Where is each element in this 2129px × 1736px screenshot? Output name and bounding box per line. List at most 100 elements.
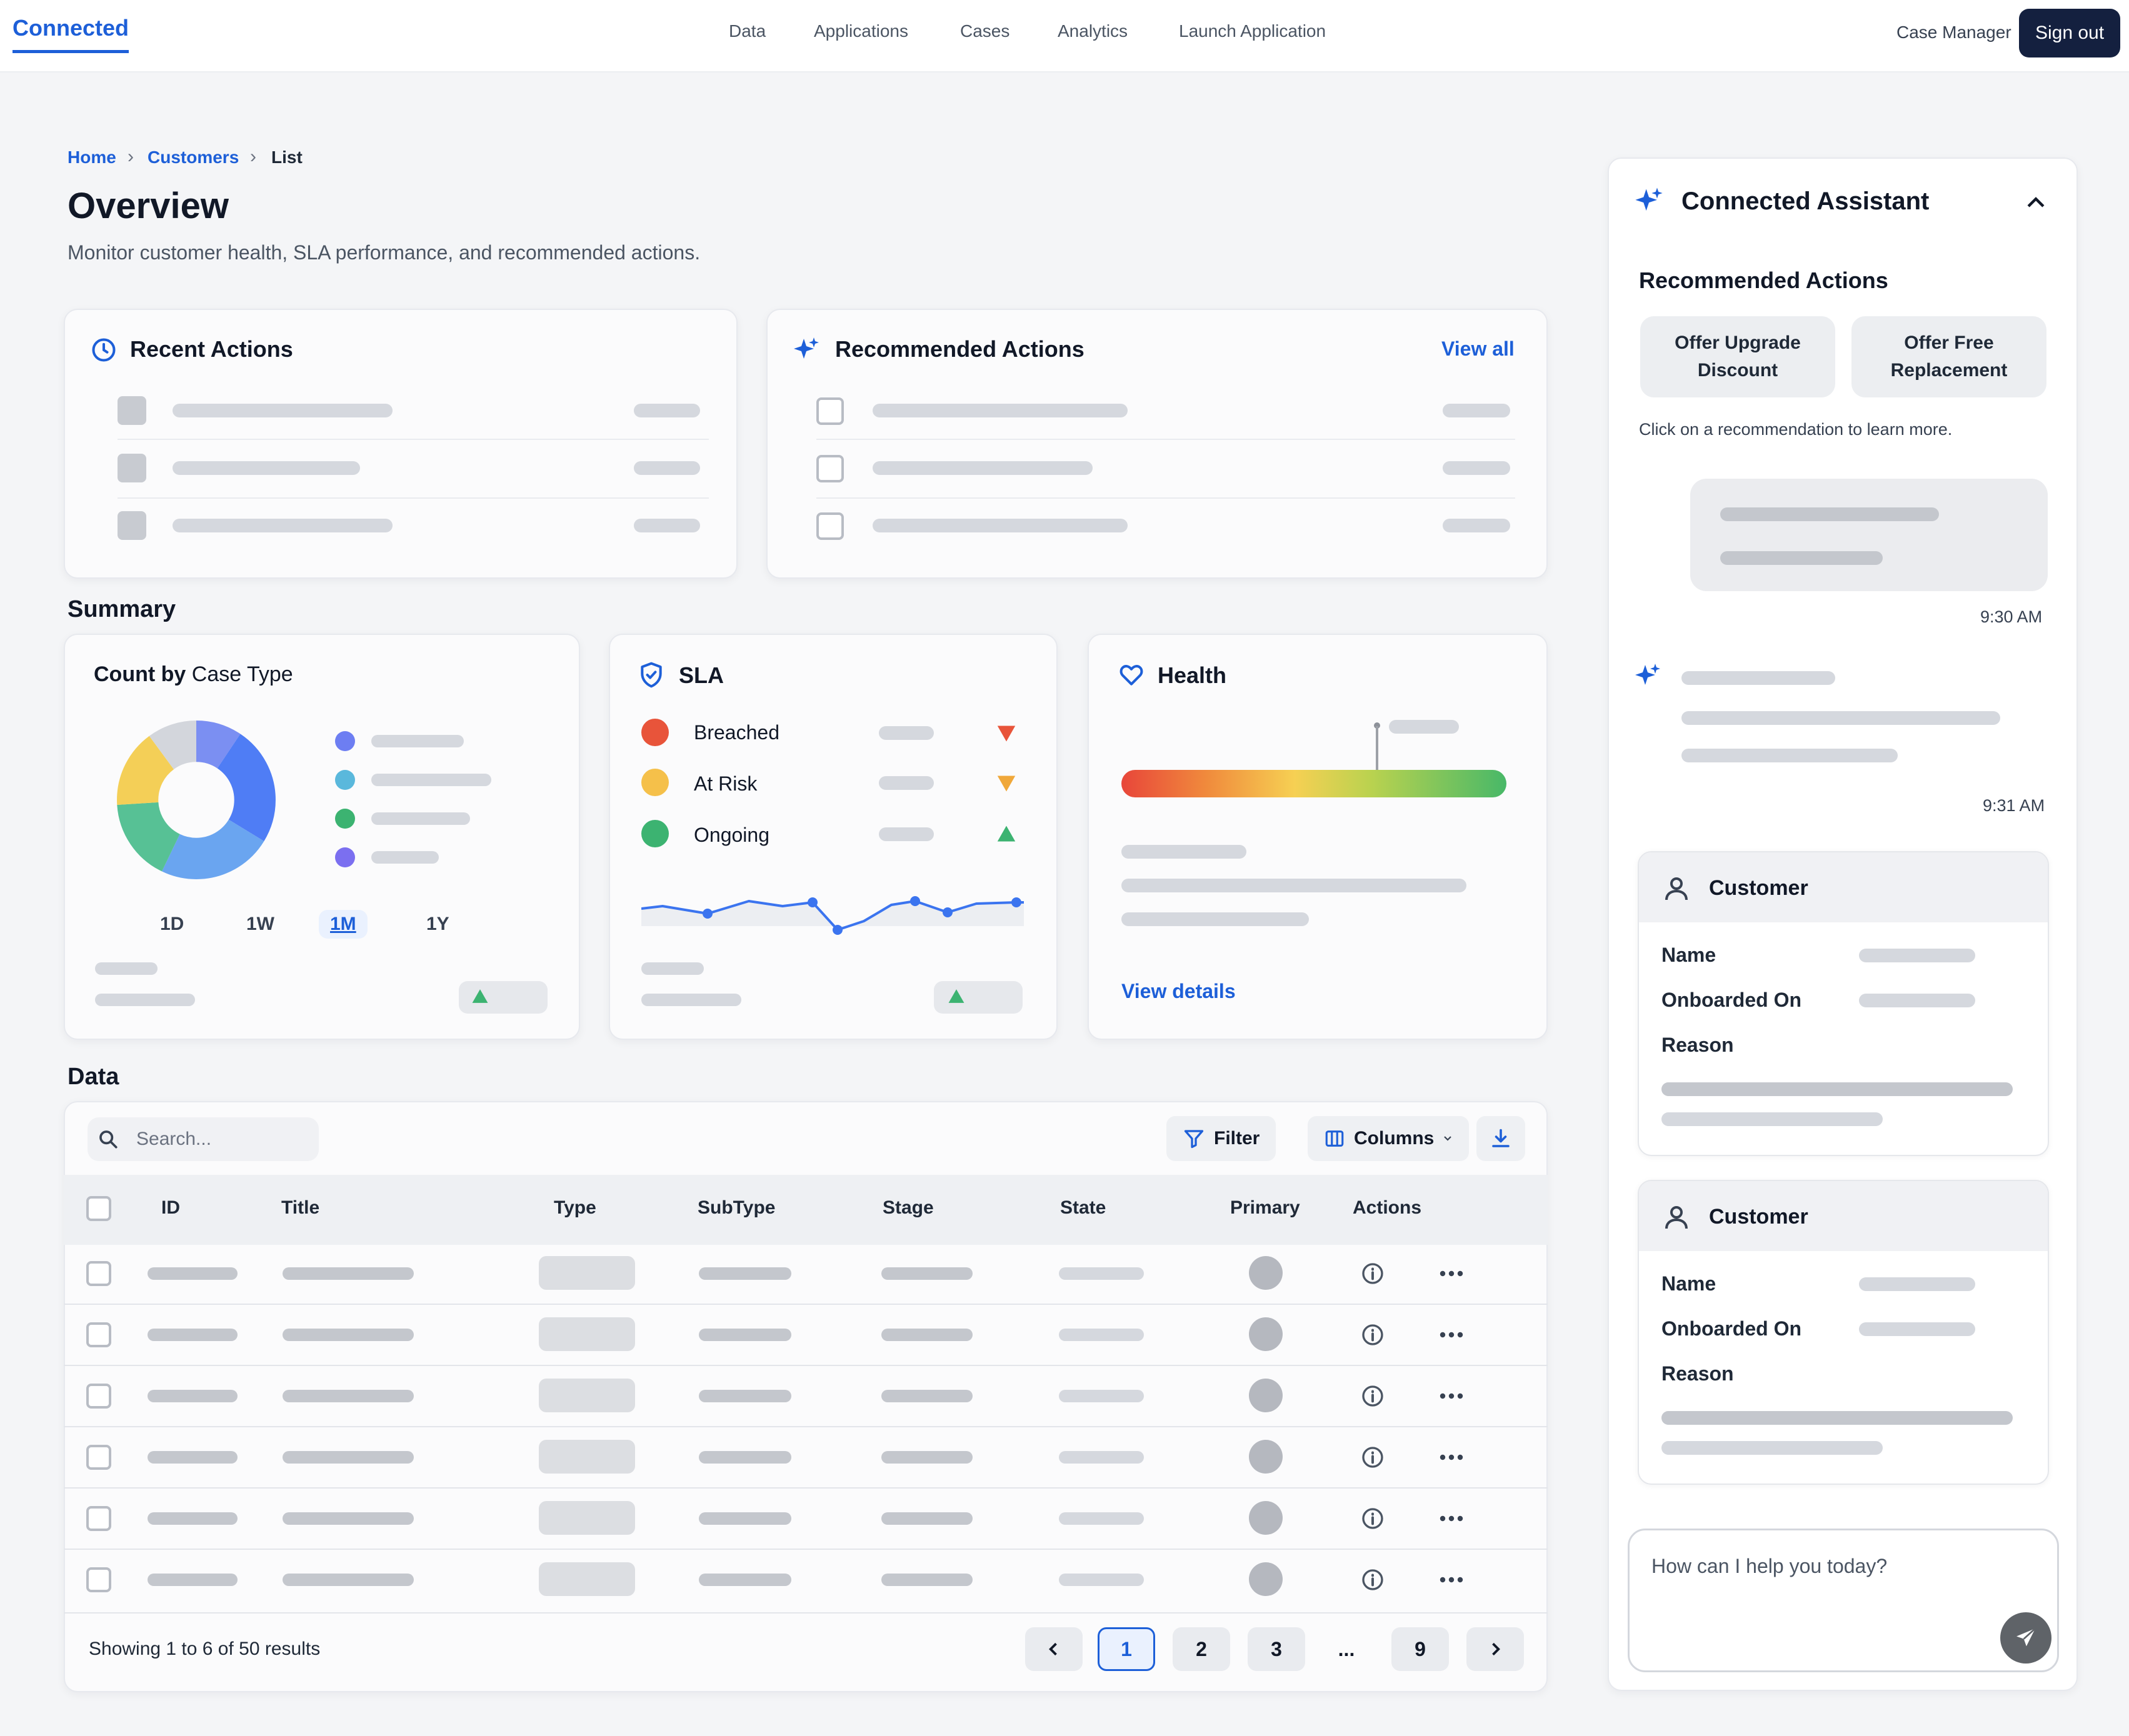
type-pill [539,1562,635,1596]
chevron-right-icon [1492,1642,1500,1656]
sla-at-risk-label: At Risk [694,772,758,795]
row-checkbox[interactable] [86,1506,111,1531]
row-divider [118,439,709,440]
offer-free-replacement-button[interactable]: Offer Free Replacement [1851,316,2046,397]
page-3-button[interactable]: 3 [1248,1627,1305,1671]
table-row[interactable] [64,1490,1548,1550]
row-divider [118,497,709,499]
summary-title: Summary [68,596,176,622]
placeholder-line [1443,519,1510,532]
page-9-button[interactable]: 9 [1391,1627,1449,1671]
range-1m[interactable]: 1M [319,910,368,939]
download-button[interactable] [1476,1116,1525,1161]
next-page-button[interactable] [1466,1627,1524,1671]
sparkle-icon [794,337,819,359]
type-pill [539,1440,635,1474]
filter-button[interactable]: Filter [1166,1116,1276,1161]
nav-data[interactable]: Data [729,21,766,41]
cell-placeholder [881,1267,973,1280]
chevron-up-icon[interactable] [2025,194,2046,212]
more-icon[interactable] [1438,1387,1465,1405]
action-checkbox[interactable] [816,512,844,540]
info-icon[interactable] [1360,1445,1385,1470]
breadcrumb-customers[interactable]: Customers [148,147,239,167]
cell-placeholder [881,1451,973,1464]
message-placeholder [1681,711,2000,725]
range-1d[interactable]: 1D [160,914,184,934]
row-checkbox[interactable] [86,1567,111,1592]
type-pill [539,1501,635,1535]
row-checkbox[interactable] [86,1322,111,1347]
col-type[interactable]: Type [554,1197,596,1218]
cell-placeholder [148,1574,238,1586]
assistant-recommended-title: Recommended Actions [1639,267,1888,293]
customer-card-title: Customer [1709,876,1808,900]
info-icon[interactable] [1360,1322,1385,1347]
nav-launch-application[interactable]: Launch Application [1179,21,1326,41]
col-subtype[interactable]: SubType [698,1197,776,1218]
table-row[interactable] [64,1245,1548,1305]
table-row[interactable] [64,1429,1548,1489]
row-checkbox[interactable] [86,1384,111,1409]
col-state[interactable]: State [1060,1197,1106,1218]
info-icon[interactable] [1360,1261,1385,1286]
sign-out-button[interactable]: Sign out [2019,9,2120,57]
table-row[interactable] [64,1306,1548,1366]
info-icon[interactable] [1360,1567,1385,1592]
page-1-button[interactable]: 1 [1098,1627,1155,1671]
view-details-link[interactable]: View details [1121,980,1236,1002]
message-placeholder [1681,671,1835,685]
results-summary: Showing 1 to 6 of 50 results [89,1639,321,1659]
cell-placeholder [1059,1390,1144,1402]
columns-button[interactable]: Columns [1308,1116,1470,1161]
table-header [64,1175,1548,1245]
col-id[interactable]: ID [161,1197,180,1218]
customer-card-header [1639,852,2048,922]
more-icon[interactable] [1438,1510,1465,1527]
chevron-left-icon [1049,1642,1057,1656]
prev-page-button[interactable] [1025,1627,1083,1671]
more-icon[interactable] [1438,1449,1465,1466]
breadcrumb-current: List [271,147,303,167]
row-checkbox[interactable] [86,1261,111,1286]
col-primary[interactable]: Primary [1230,1197,1300,1218]
table-row[interactable] [64,1367,1548,1427]
col-stage[interactable]: Stage [883,1197,934,1218]
primary-avatar [1249,1501,1283,1535]
trend-down-icon [997,776,1016,792]
more-icon[interactable] [1438,1571,1465,1589]
action-checkbox[interactable] [816,397,844,425]
cell-placeholder [283,1390,414,1402]
customer-reason-value [1661,1112,1883,1126]
breadcrumb-home[interactable]: Home [68,147,116,167]
range-1y[interactable]: 1Y [426,914,449,934]
row-checkbox[interactable] [86,1445,111,1470]
customer-reason-value [1661,1441,1883,1455]
select-all-checkbox[interactable] [86,1196,111,1221]
more-icon[interactable] [1438,1326,1465,1344]
chat-input[interactable] [1628,1529,2059,1672]
nav-applications[interactable]: Applications [814,21,908,41]
send-button[interactable] [2000,1612,2051,1664]
nav-cases[interactable]: Cases [960,21,1010,41]
cell-placeholder [881,1390,973,1402]
customer-card[interactable]: Customer Name Onboarded On Reason [1638,851,2049,1156]
range-1w[interactable]: 1W [246,914,274,934]
top-nav-bar: Connected Data Applications Cases Analyt… [0,0,2129,72]
legend-label-placeholder [371,812,470,825]
info-icon[interactable] [1360,1506,1385,1531]
placeholder-line [1121,845,1246,859]
offer-upgrade-discount-button[interactable]: Offer Upgrade Discount [1640,316,1835,397]
brand-logo[interactable]: Connected [13,15,129,53]
more-icon[interactable] [1438,1265,1465,1282]
search-input[interactable] [88,1117,319,1161]
page-2-button[interactable]: 2 [1173,1627,1230,1671]
customer-onboarded-label: Onboarded On [1661,1317,1801,1340]
action-checkbox[interactable] [816,455,844,482]
info-icon[interactable] [1360,1384,1385,1409]
customer-card[interactable]: Customer Name Onboarded On Reason [1638,1180,2049,1485]
col-title[interactable]: Title [281,1197,320,1218]
nav-analytics[interactable]: Analytics [1058,21,1128,41]
view-all-link[interactable]: View all [1441,337,1515,360]
customer-name-label: Name [1661,1272,1716,1295]
